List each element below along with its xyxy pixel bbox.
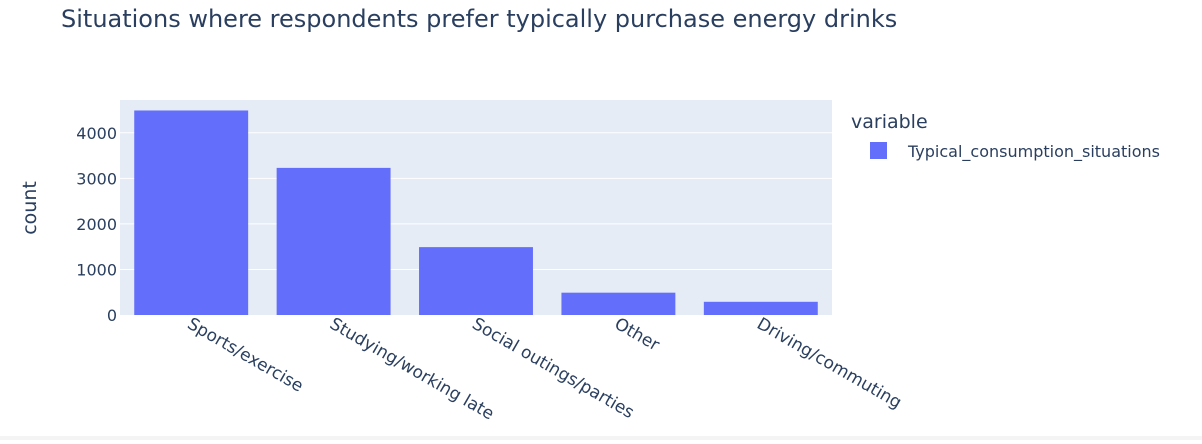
y-tick-label: 1000 [76,260,117,279]
legend-swatch[interactable] [870,142,887,159]
bar-3[interactable] [561,292,676,315]
y-tick-label: 3000 [76,169,117,188]
y-tick-label: 4000 [76,124,117,143]
bar-4[interactable] [703,301,818,315]
legend[interactable]: variable Typical_consumption_situations [851,111,1160,162]
y-axis-label: count [19,181,41,235]
bar-0[interactable] [134,110,249,316]
x-tick-label: Sports/exercise [184,314,307,397]
y-tick-label: 0 [107,306,117,325]
bar-2[interactable] [419,247,533,315]
legend-title: variable [851,111,928,133]
legend-item-label[interactable]: Typical_consumption_situations [907,142,1160,162]
x-axis-ticks: Sports/exercise Studying/working lateSoci… [184,314,905,424]
bars [134,110,818,316]
x-tick-label: Other [611,314,663,355]
y-axis-ticks: 0 1000 2000 3000 4000 [76,124,117,325]
y-tick-label: 2000 [76,215,117,234]
x-tick-label: Driving/commuting [753,314,905,413]
chart-title: Situations where respondents prefer typi… [61,5,897,33]
bar-1[interactable] [276,167,391,315]
bottom-border [0,436,1202,440]
